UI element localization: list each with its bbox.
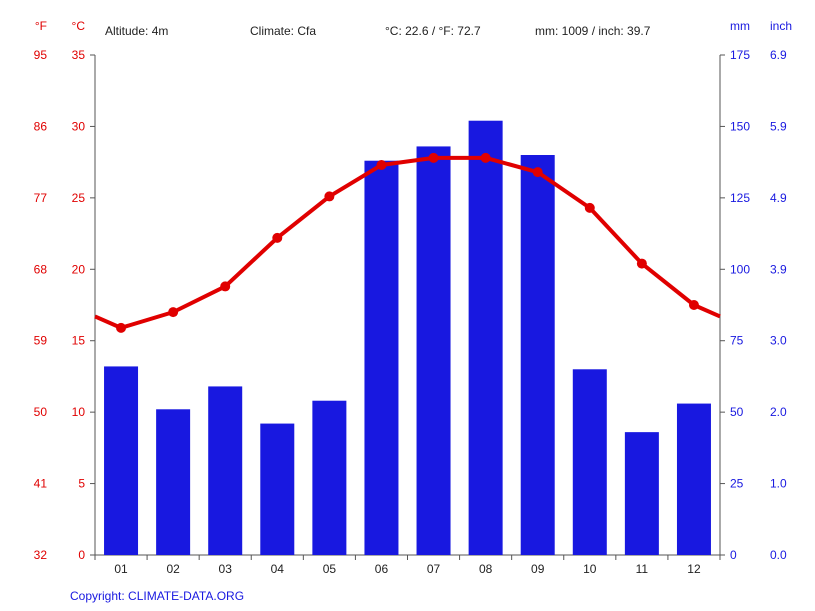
precip-bar (364, 161, 398, 555)
precip-bar (469, 121, 503, 555)
svg-text:mm: mm (730, 19, 750, 33)
precip-bar (104, 366, 138, 555)
svg-text:86: 86 (34, 119, 48, 133)
svg-text:175: 175 (730, 48, 750, 62)
svg-text:50: 50 (34, 405, 48, 419)
temp-marker (689, 300, 699, 310)
precip-bar (677, 404, 711, 555)
svg-text:08: 08 (479, 562, 493, 576)
svg-text:75: 75 (730, 334, 744, 348)
svg-text:10: 10 (583, 562, 597, 576)
svg-text:Climate: Cfa: Climate: Cfa (250, 24, 316, 38)
svg-text:0: 0 (78, 548, 85, 562)
svg-text:07: 07 (427, 562, 441, 576)
svg-text:°C: °C (72, 19, 86, 33)
svg-text:100: 100 (730, 262, 750, 276)
precip-bar (312, 401, 346, 555)
svg-text:02: 02 (166, 562, 180, 576)
svg-text:12: 12 (687, 562, 701, 576)
svg-text:5: 5 (78, 477, 85, 491)
climate-chart: Altitude: 4m Climate: Cfa °C: 22.6 / °F: 7… (0, 0, 815, 611)
precip-bar (208, 386, 242, 555)
copyright-text: Copyright: CLIMATE-DATA.ORG (70, 589, 244, 603)
temp-marker (481, 153, 491, 163)
temp-marker (533, 167, 543, 177)
svg-text:41: 41 (34, 477, 48, 491)
temp-marker (116, 323, 126, 333)
temp-marker (429, 153, 439, 163)
precip-bar (521, 155, 555, 555)
temp-marker (376, 160, 386, 170)
svg-text:06: 06 (375, 562, 389, 576)
svg-text:mm: 1009 / inch: 39.7: mm: 1009 / inch: 39.7 (535, 24, 651, 38)
svg-text:Altitude: 4m: Altitude: 4m (105, 24, 168, 38)
svg-text:30: 30 (72, 119, 86, 133)
temp-marker (220, 281, 230, 291)
svg-text:10: 10 (72, 405, 86, 419)
temp-line (95, 158, 720, 328)
svg-text:15: 15 (72, 334, 86, 348)
svg-text:3.0: 3.0 (770, 334, 787, 348)
svg-text:3.9: 3.9 (770, 262, 787, 276)
svg-text:04: 04 (271, 562, 285, 576)
precip-bar (573, 369, 607, 555)
svg-text:95: 95 (34, 48, 48, 62)
precip-bar (625, 432, 659, 555)
svg-text:35: 35 (72, 48, 86, 62)
svg-text:59: 59 (34, 334, 48, 348)
svg-text:1.0: 1.0 (770, 477, 787, 491)
svg-text:inch: inch (770, 19, 792, 33)
svg-text:6.9: 6.9 (770, 48, 787, 62)
svg-text:09: 09 (531, 562, 545, 576)
svg-text:5.9: 5.9 (770, 119, 787, 133)
svg-text:150: 150 (730, 119, 750, 133)
svg-text:32: 32 (34, 548, 48, 562)
svg-text:77: 77 (34, 191, 48, 205)
svg-text:125: 125 (730, 191, 750, 205)
svg-text:°F: °F (35, 19, 47, 33)
precip-bar (260, 424, 294, 555)
svg-text:03: 03 (219, 562, 233, 576)
temp-marker (324, 191, 334, 201)
svg-text:11: 11 (636, 562, 649, 576)
svg-text:0: 0 (730, 548, 737, 562)
svg-text:50: 50 (730, 405, 744, 419)
svg-text:2.0: 2.0 (770, 405, 787, 419)
precip-bar (156, 409, 190, 555)
temp-marker (585, 203, 595, 213)
temp-marker (168, 307, 178, 317)
temp-marker (272, 233, 282, 243)
svg-text:05: 05 (323, 562, 337, 576)
svg-text:°C: 22.6 / °F: 72.7: °C: 22.6 / °F: 72.7 (385, 24, 481, 38)
svg-text:01: 01 (114, 562, 128, 576)
svg-text:68: 68 (34, 262, 48, 276)
chart-svg: Altitude: 4m Climate: Cfa °C: 22.6 / °F: 7… (0, 0, 815, 611)
temp-marker (637, 259, 647, 269)
svg-text:0.0: 0.0 (770, 548, 787, 562)
precip-bar (417, 146, 451, 555)
svg-text:25: 25 (730, 477, 744, 491)
svg-text:20: 20 (72, 262, 86, 276)
svg-text:4.9: 4.9 (770, 191, 787, 205)
svg-text:25: 25 (72, 191, 86, 205)
